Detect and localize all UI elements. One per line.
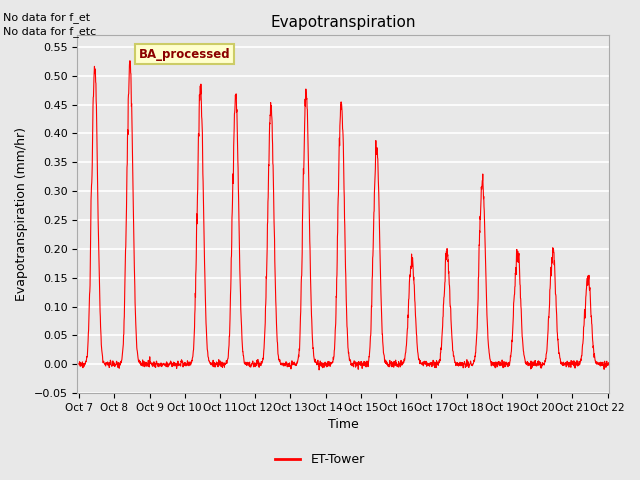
Y-axis label: Evapotranspiration (mm/hr): Evapotranspiration (mm/hr) [15, 127, 28, 301]
Text: No data for f_et: No data for f_et [3, 12, 90, 23]
X-axis label: Time: Time [328, 419, 358, 432]
Legend: ET-Tower: ET-Tower [270, 448, 370, 471]
Text: BA_processed: BA_processed [138, 48, 230, 61]
Title: Evapotranspiration: Evapotranspiration [271, 15, 416, 30]
Text: No data for f_etc: No data for f_etc [3, 26, 97, 37]
